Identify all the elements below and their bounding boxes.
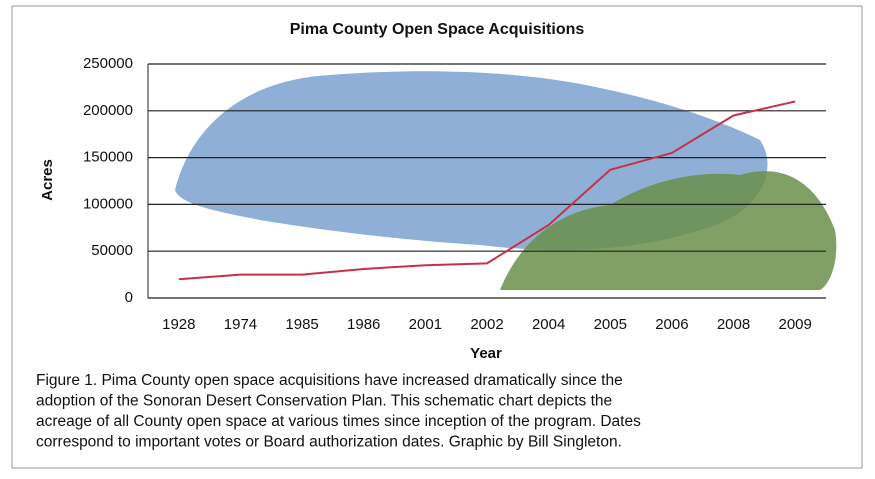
chart: Pima County Open Space Acquisitions Acre… bbox=[0, 0, 875, 474]
x-tick-label: 2001 bbox=[409, 316, 442, 333]
caption-line: correspond to important votes or Board a… bbox=[36, 434, 622, 451]
x-tick-label: 1974 bbox=[224, 316, 257, 333]
y-tick-label: 0 bbox=[125, 289, 133, 306]
x-tick-label: 1986 bbox=[347, 316, 380, 333]
y-tick-label: 200000 bbox=[83, 102, 133, 119]
y-tick-label: 250000 bbox=[83, 55, 133, 72]
x-tick-label: 2009 bbox=[778, 316, 811, 333]
chart-title: Pima County Open Space Acquisitions bbox=[290, 21, 585, 38]
x-tick-label: 1985 bbox=[285, 316, 318, 333]
x-tick-label: 2006 bbox=[655, 316, 688, 333]
caption-line: adoption of the Sonoran Desert Conservat… bbox=[36, 393, 612, 410]
caption-line: Figure 1. Pima County open space acquisi… bbox=[36, 372, 623, 389]
x-axis-label: Year bbox=[470, 345, 502, 362]
x-tick-label: 2004 bbox=[532, 316, 565, 333]
x-tick-label: 2008 bbox=[717, 316, 750, 333]
x-tick-label: 2002 bbox=[470, 316, 503, 333]
x-tick-label: 1928 bbox=[162, 316, 195, 333]
caption-line: acreage of all County open space at vari… bbox=[36, 413, 641, 430]
y-tick-label: 50000 bbox=[91, 242, 133, 259]
y-tick-label: 100000 bbox=[83, 195, 133, 212]
y-tick-label: 150000 bbox=[83, 149, 133, 166]
y-axis-label: Acres bbox=[39, 159, 56, 201]
x-tick-label: 2005 bbox=[594, 316, 627, 333]
